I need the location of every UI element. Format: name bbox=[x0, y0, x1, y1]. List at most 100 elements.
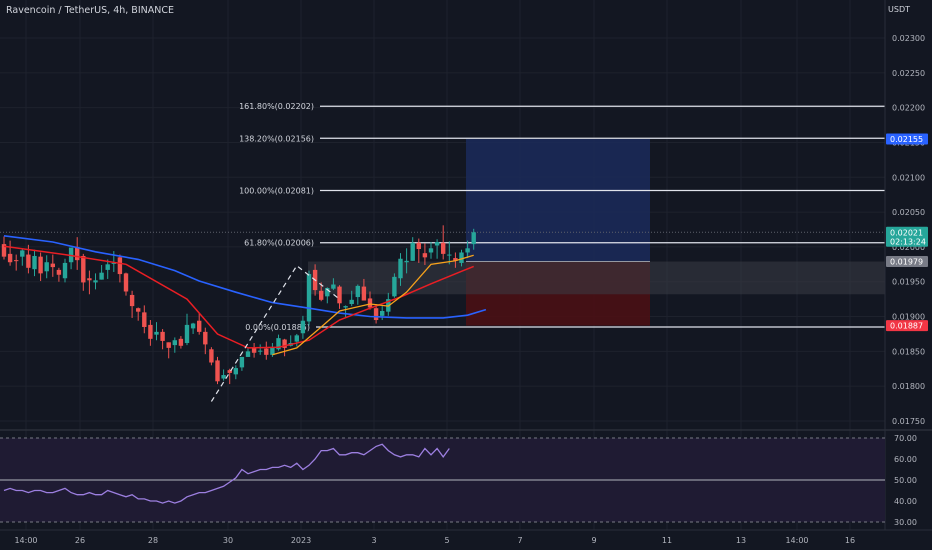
fib-label: 138.20%(0.02156) bbox=[239, 134, 314, 143]
price-label: 0.01887 bbox=[890, 322, 923, 331]
candle-body bbox=[1, 244, 7, 257]
price-tick: 0.01850 bbox=[892, 347, 925, 356]
candle-body bbox=[178, 338, 184, 346]
price-label-badge bbox=[886, 256, 928, 268]
candle-body bbox=[105, 264, 110, 270]
candle-body bbox=[221, 375, 226, 379]
rsi-tick: 70.00 bbox=[894, 434, 917, 443]
candle-body bbox=[306, 274, 312, 322]
candle-body bbox=[447, 254, 452, 256]
time-tick: 9 bbox=[591, 536, 596, 545]
candle-body bbox=[245, 351, 251, 357]
fib-label: 100.00%(0.02081) bbox=[239, 187, 314, 196]
candle-body bbox=[270, 347, 275, 355]
candle-body bbox=[44, 262, 49, 272]
candle-body bbox=[434, 242, 440, 246]
candle-body bbox=[62, 262, 68, 279]
candle-body bbox=[258, 350, 263, 352]
candle-body bbox=[136, 308, 141, 312]
candle-body bbox=[422, 253, 428, 258]
candle-body bbox=[93, 280, 98, 283]
candle-body bbox=[325, 287, 330, 297]
candle-body bbox=[343, 306, 348, 308]
candle-body bbox=[471, 232, 476, 245]
candle-body bbox=[380, 310, 385, 316]
candle-body bbox=[215, 360, 220, 382]
price-tick: 0.02050 bbox=[892, 208, 925, 217]
time-tick: 14:00 bbox=[785, 536, 808, 545]
rsi-tick: 60.00 bbox=[894, 455, 917, 464]
price-tick: 0.01800 bbox=[892, 382, 925, 391]
candle-body bbox=[87, 278, 92, 281]
candle-body bbox=[264, 348, 269, 355]
candle-body bbox=[99, 272, 104, 280]
time-tick: 30 bbox=[223, 536, 233, 545]
price-tick: 0.01950 bbox=[892, 278, 925, 287]
candle-body bbox=[453, 258, 458, 261]
price-tick: 0.02300 bbox=[892, 34, 925, 43]
candle-body bbox=[349, 299, 354, 305]
fib-label: 161.80%(0.02202) bbox=[239, 102, 314, 111]
time-tick: 16 bbox=[845, 536, 855, 545]
ema-blue-line bbox=[3, 235, 487, 319]
candle-body bbox=[465, 248, 470, 253]
candle-body bbox=[26, 254, 31, 268]
rsi-tick: 50.00 bbox=[894, 476, 917, 485]
price-label: 0.01979 bbox=[890, 258, 923, 267]
ema-red-line bbox=[3, 245, 474, 349]
candle-body bbox=[294, 335, 299, 342]
candle-body bbox=[367, 298, 373, 308]
candle-body bbox=[154, 331, 159, 335]
price-label-badge bbox=[886, 133, 928, 145]
fib-label: 61.80%(0.02006) bbox=[244, 239, 314, 248]
candle-body bbox=[373, 308, 379, 321]
ema-orange-line bbox=[272, 254, 474, 356]
time-tick: 28 bbox=[148, 536, 158, 545]
candle-body bbox=[160, 331, 165, 341]
price-label: 0.02155 bbox=[890, 135, 923, 144]
target-zone bbox=[466, 138, 650, 262]
price-tick: 0.02200 bbox=[892, 104, 925, 113]
candle-body bbox=[75, 246, 80, 261]
rsi-tick: 30.00 bbox=[894, 518, 917, 527]
candle-body bbox=[142, 312, 147, 327]
price-tick: 0.02250 bbox=[892, 69, 925, 78]
candle-body bbox=[300, 320, 306, 334]
candle-body bbox=[441, 242, 446, 254]
candle-body bbox=[38, 256, 43, 274]
candle-body bbox=[32, 255, 37, 270]
currency-label: USDT bbox=[888, 5, 910, 14]
countdown-label: 02:13:24 bbox=[890, 237, 926, 246]
candle-body bbox=[282, 339, 287, 348]
time-tick: 3 bbox=[371, 536, 376, 545]
candle-body bbox=[197, 320, 202, 332]
candle-body bbox=[190, 323, 196, 329]
candle-body bbox=[392, 276, 397, 297]
time-tick: 26 bbox=[75, 536, 85, 545]
candle-body bbox=[227, 370, 232, 373]
candle-body bbox=[203, 331, 208, 345]
candle-body bbox=[117, 257, 123, 275]
candle-body bbox=[209, 349, 214, 363]
candle-body bbox=[276, 338, 281, 350]
candle-body bbox=[251, 347, 257, 353]
price-tick: 0.01750 bbox=[892, 417, 925, 426]
candle-body bbox=[81, 255, 86, 283]
candle-body bbox=[331, 284, 336, 289]
fib-label: 0.00%(0.01885) bbox=[245, 323, 310, 332]
candle-body bbox=[50, 263, 55, 268]
price-tick: 0.02100 bbox=[892, 173, 925, 182]
candle-body bbox=[337, 286, 342, 304]
candle-body bbox=[148, 324, 153, 339]
price-label-badge bbox=[886, 226, 928, 247]
symbol-title: Ravencoin / TetherUS, 4h, BINANCE bbox=[6, 5, 174, 16]
candle-body bbox=[129, 294, 135, 307]
candle-body bbox=[239, 356, 245, 368]
candle-body bbox=[166, 342, 171, 348]
consolidation-zone bbox=[308, 261, 885, 295]
rsi-tick: 40.00 bbox=[894, 497, 917, 506]
price-axis bbox=[885, 0, 932, 550]
candle-body bbox=[20, 250, 25, 257]
candle-body bbox=[111, 262, 116, 264]
